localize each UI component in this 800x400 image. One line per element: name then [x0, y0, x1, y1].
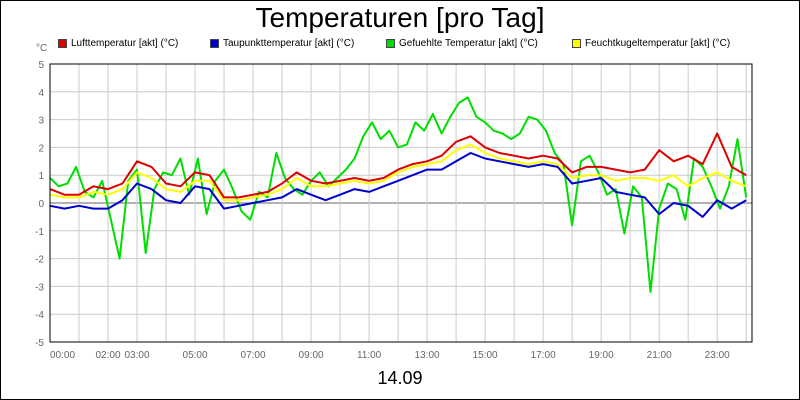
- x-tick-label: 02:00: [96, 350, 121, 361]
- y-tick-label: 3: [38, 116, 44, 127]
- legend-item-feuchtkugeltemperatur: Feuchtkugeltemperatur [akt] (°C): [572, 38, 730, 49]
- series-lines: [49, 96, 748, 293]
- y-tick-label: 5: [38, 60, 44, 71]
- series-line: [49, 143, 747, 202]
- y-tick-label: -4: [35, 310, 44, 321]
- x-axis-ticks: 00:00 02:00 03:00 05:00 07:00 09:00 11:00 13:00…: [50, 350, 730, 361]
- y-tick-label: -1: [35, 227, 44, 238]
- x-tick-label: 17:00: [531, 350, 556, 361]
- y-tick-label: -3: [35, 282, 44, 293]
- x-tick-label: 19:00: [589, 350, 614, 361]
- x-tick-label: 11:00: [357, 350, 382, 361]
- y-tick-label: 4: [38, 88, 44, 99]
- legend-swatch-green: [386, 39, 395, 48]
- legend-item-gefuehlte-temperatur: Gefuehlte Temperatur [akt] (°C): [386, 38, 538, 49]
- x-axis-date-label: 14.09: [377, 368, 423, 388]
- legend-label: Gefuehlte Temperatur [akt] (°C): [399, 38, 538, 49]
- x-tick-label: 13:00: [415, 350, 440, 361]
- legend-item-taupunkttemperatur: Taupunkttemperatur [akt] (°C): [210, 38, 354, 49]
- legend-swatch-red: [58, 39, 67, 48]
- y-tick-label: 0: [38, 199, 44, 210]
- x-tick-label: 15:00: [473, 350, 498, 361]
- x-tick-label: 00:00: [50, 350, 75, 361]
- grid: [49, 63, 752, 343]
- y-tick-label: 2: [38, 143, 44, 154]
- x-tick-label: 09:00: [299, 350, 324, 361]
- legend-item-lufttemperatur: Lufttemperatur [akt] (°C): [58, 38, 178, 49]
- series-line: [49, 96, 748, 293]
- chart-title: Temperaturen [pro Tag]: [255, 2, 545, 33]
- x-tick-label: 07:00: [241, 350, 266, 361]
- x-tick-label: 23:00: [705, 350, 730, 361]
- x-tick-label: 05:00: [183, 350, 208, 361]
- x-tick-label: 03:00: [125, 350, 150, 361]
- plot-area-border: [49, 63, 753, 343]
- legend-label: Lufttemperatur [akt] (°C): [71, 38, 179, 49]
- legend-label: Feuchtkugeltemperatur [akt] (°C): [585, 38, 731, 49]
- legend-label: Taupunkttemperatur [akt] (°C): [223, 38, 355, 49]
- y-tick-label: -2: [35, 255, 44, 266]
- series-line: [49, 132, 747, 199]
- legend-swatch-blue: [210, 39, 219, 48]
- y-tick-label: -5: [35, 338, 44, 349]
- legend-swatch-yellow: [572, 39, 581, 48]
- y-axis-ticks: 5 4 3 2 1 0 -1 -2 -3 -4 -5: [35, 60, 44, 349]
- x-tick-label: 21:00: [647, 350, 672, 361]
- y-axis-unit: °C: [36, 43, 48, 54]
- series-line: [49, 152, 747, 218]
- y-tick-label: 1: [38, 171, 44, 182]
